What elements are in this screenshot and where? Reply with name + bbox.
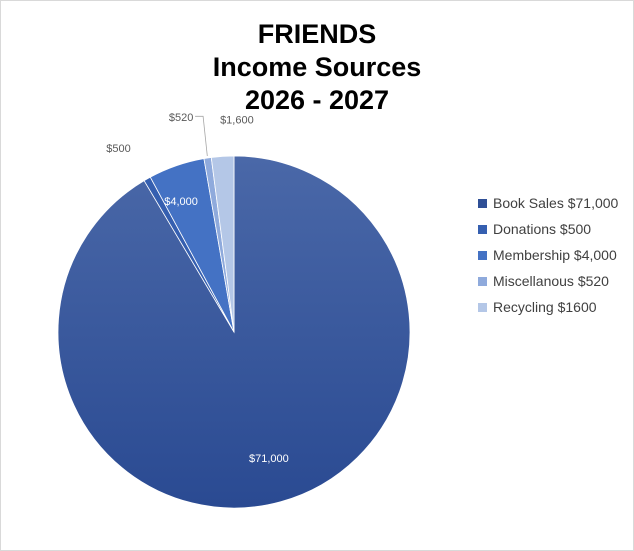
legend-label-miscellanous: Miscellanous $520 [493,273,609,289]
chart-legend: Book Sales $71,000 Donations $500 Member… [478,190,618,320]
chart-title-line-2: Income Sources [212,52,422,82]
legend-swatch-donations [478,224,487,234]
legend-item-recycling: Recycling $1600 [478,294,618,320]
data-label-book-sales: $71,000 [249,453,289,465]
leader-line-miscellanous [195,115,208,157]
legend-item-membership: Membership $4,000 [478,242,618,268]
legend-label-donations: Donations $500 [493,221,592,237]
legend-item-miscellanous: Miscellanous $520 [478,268,618,294]
legend-label-membership: Membership $4,000 [493,247,617,263]
legend-swatch-book-sales [478,198,487,208]
legend-item-book-sales: Book Sales $71,000 [478,190,618,216]
pie-slice-recycling [210,155,235,333]
data-label-donations: $500 [106,143,130,155]
data-label-recycling: $1,600 [220,114,254,126]
legend-swatch-membership [478,250,487,260]
legend-swatch-miscellanous [478,276,487,286]
data-label-miscellanous: $520 [169,112,193,124]
legend-label-book-sales: Book Sales $71,000 [493,195,619,211]
data-label-membership: $4,000 [164,196,198,208]
legend-item-donations: Donations $500 [478,216,618,242]
legend-swatch-recycling [478,302,487,312]
chart-title: FRIENDS Income Sources 2026 - 2027 [0,18,634,117]
legend-label-recycling: Recycling $1600 [493,299,597,315]
chart-title-line-1: FRIENDS [257,19,377,49]
chart-title-line-3: 2026 - 2027 [244,85,390,115]
